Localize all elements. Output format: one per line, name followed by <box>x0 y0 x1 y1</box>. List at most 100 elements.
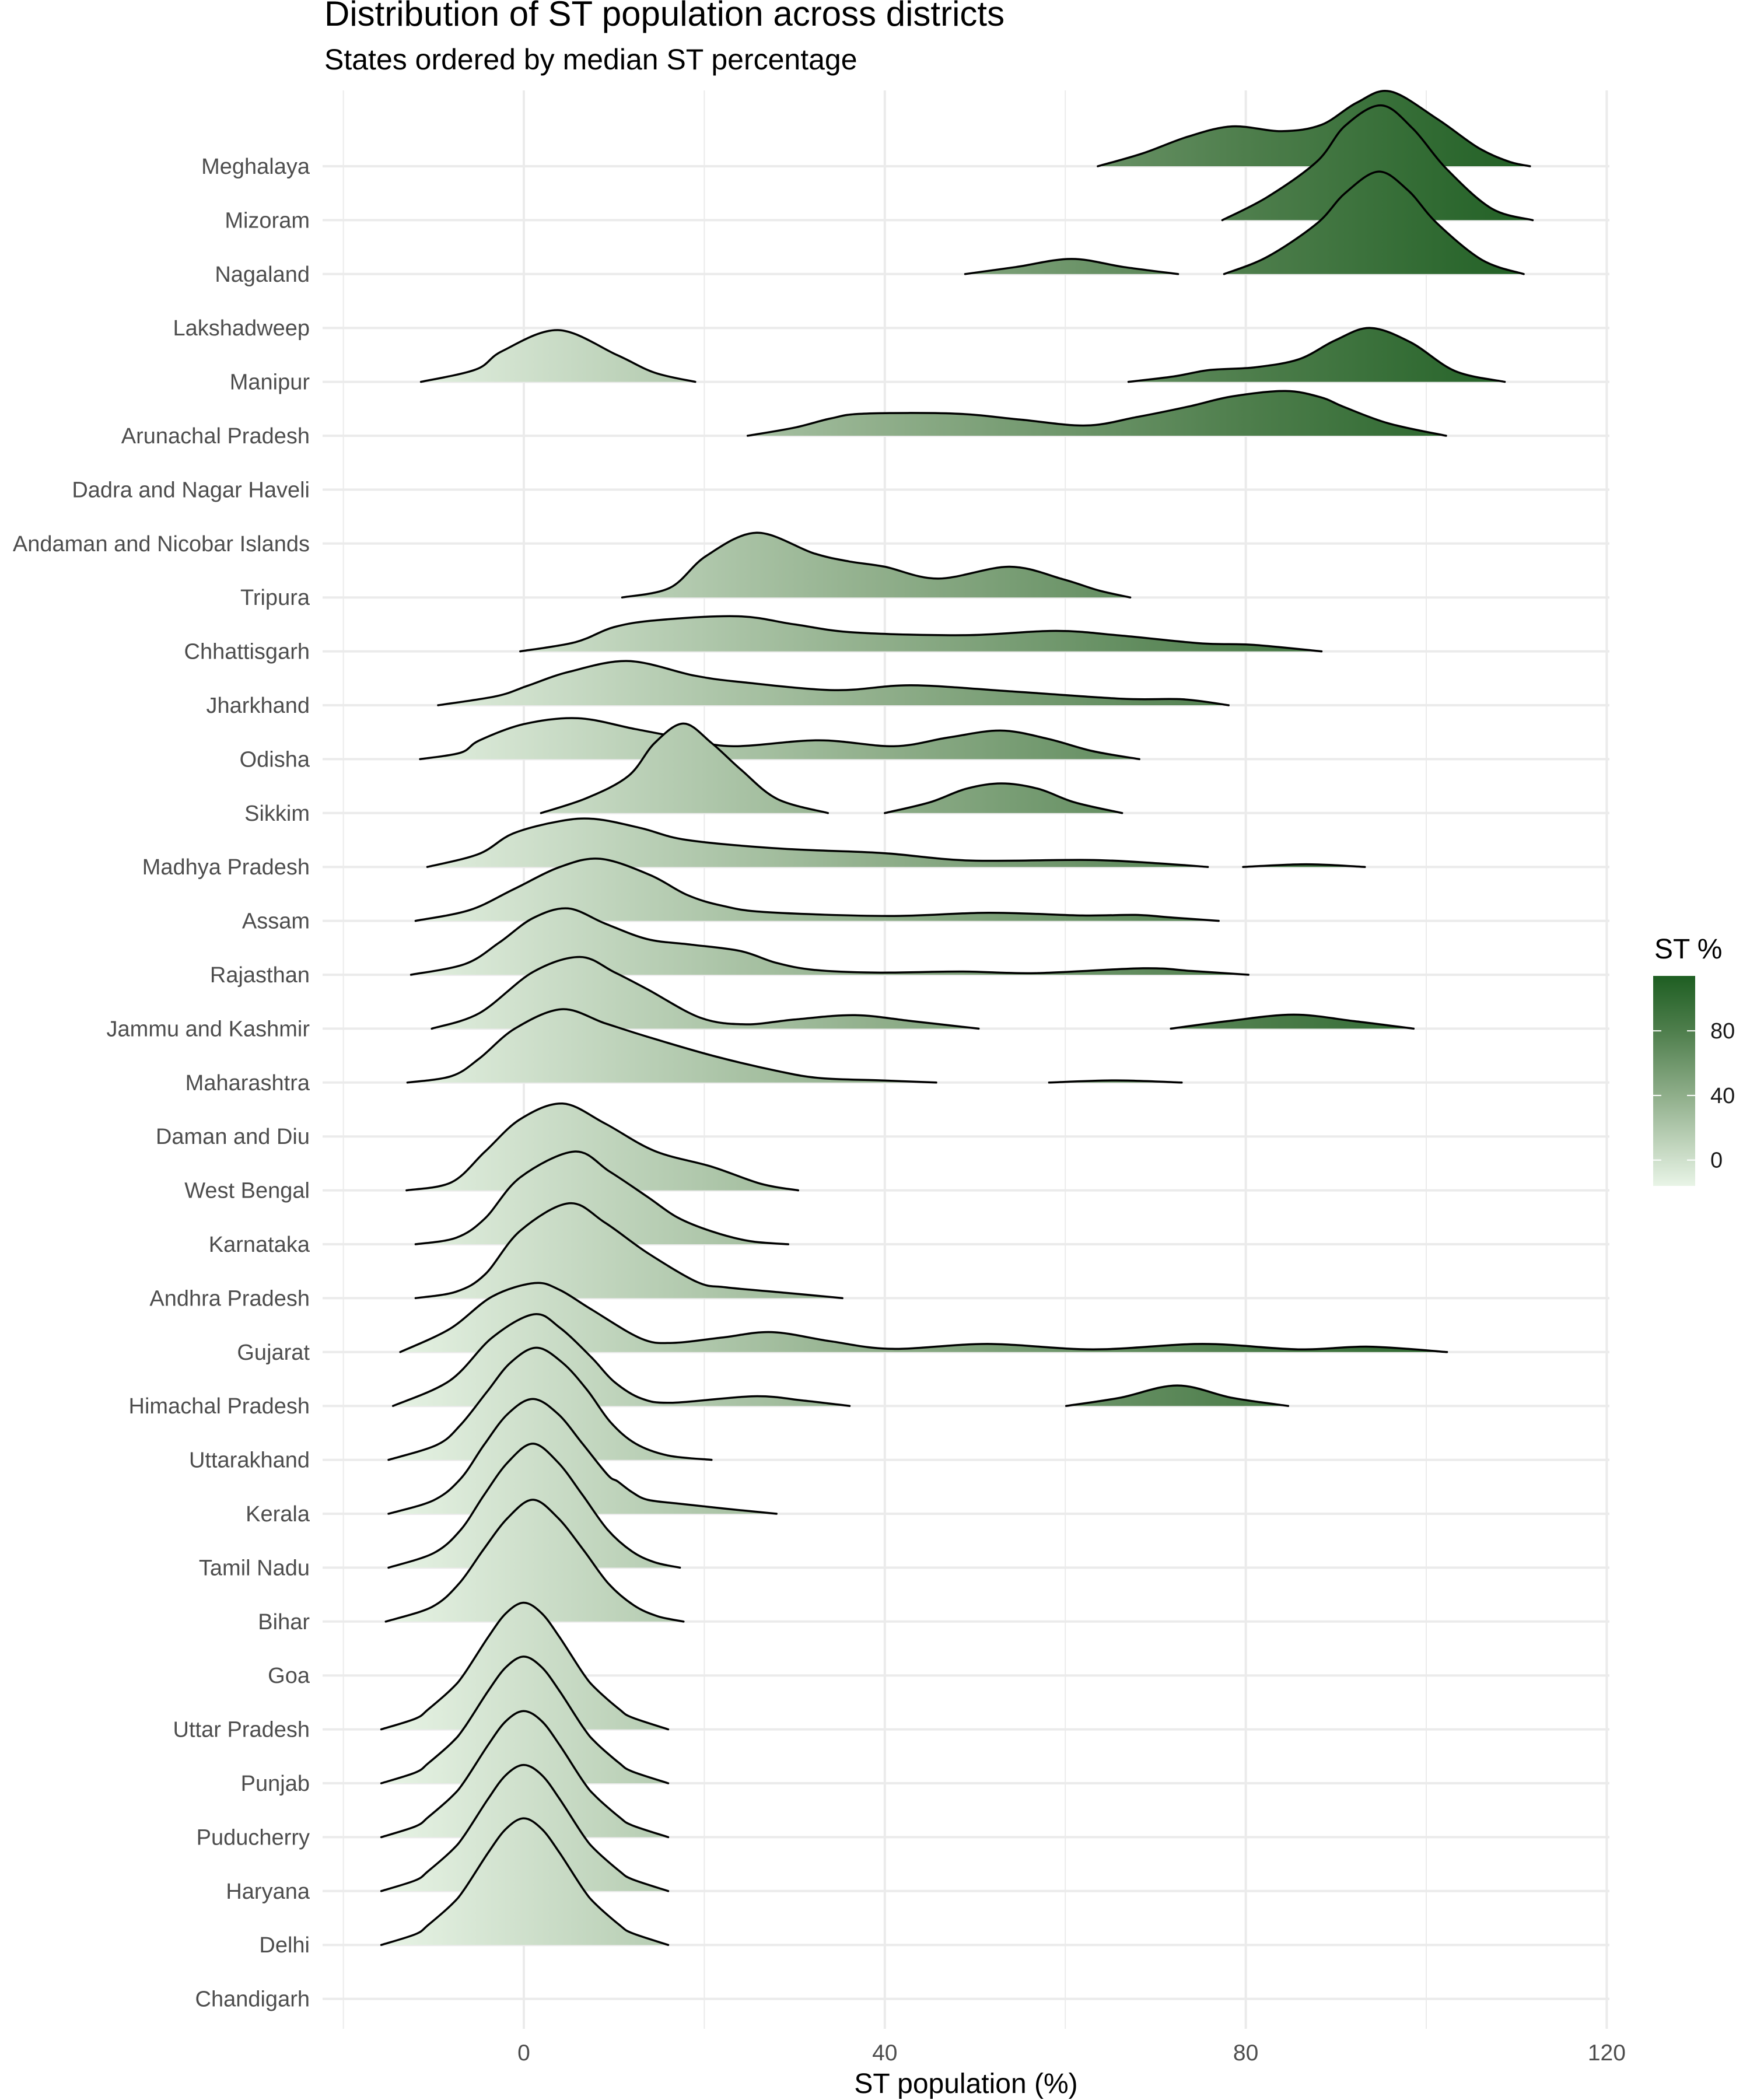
legend-colorbar <box>1653 976 1695 1186</box>
y-tick-label: Jharkhand <box>206 694 310 718</box>
ridge-line <box>1223 170 1525 275</box>
legend-tick-label: 80 <box>1710 1019 1735 1044</box>
ridge-area <box>388 1399 777 1514</box>
ridge-assam <box>414 858 1220 922</box>
ridge-line <box>387 1443 681 1569</box>
ridges <box>380 89 1534 1946</box>
ridge-line <box>1097 89 1531 167</box>
chart-subtitle: States ordered by median ST percentage <box>324 43 858 76</box>
ridge-uttarakhand <box>387 1346 713 1461</box>
ridge-line <box>414 1150 790 1245</box>
ridge-area <box>747 391 1446 436</box>
x-axis-title: ST population (%) <box>854 2068 1077 2099</box>
ridge-area <box>415 1203 843 1298</box>
y-tick-label: Mizoram <box>225 208 310 233</box>
y-tick-label: Uttar Pradesh <box>173 1718 310 1742</box>
legend-tick-label: 0 <box>1710 1149 1723 1173</box>
legend-tick-label: 40 <box>1710 1084 1735 1108</box>
ridge-area <box>420 718 1140 760</box>
ridge-andhra-pradesh <box>414 1202 844 1300</box>
ridge-sikkim <box>540 722 1124 814</box>
y-tick-label: Rajasthan <box>210 963 310 988</box>
ridge-area <box>386 1500 684 1622</box>
ridge-area <box>388 1348 712 1460</box>
ridge-area <box>1128 328 1505 382</box>
ridge-mizoram <box>1221 104 1534 222</box>
ridge-line <box>621 531 1132 598</box>
y-axis-labels: Meghalaya Mizoram Nagaland Lakshadweep Manip… <box>13 155 310 2012</box>
y-tick-label: Arunachal Pradesh <box>121 424 310 449</box>
y-tick-label: Odisha <box>240 747 310 772</box>
y-tick-label: Lakshadweep <box>173 316 310 341</box>
ridge-tripura <box>621 531 1132 598</box>
ridge-line <box>1242 863 1366 868</box>
ridge-line <box>414 1202 844 1300</box>
ridge-line <box>746 390 1447 437</box>
ridge-area <box>421 330 695 382</box>
ridge-west-bengal <box>405 1102 800 1192</box>
ridge-line <box>414 858 1220 922</box>
ridge-area <box>415 858 1219 921</box>
ridge-area <box>622 533 1130 598</box>
ridge-area <box>1222 105 1533 220</box>
legend-ticks: 0 40 80 <box>1653 1019 1735 1173</box>
ridge-line <box>406 1008 937 1084</box>
y-tick-label: Manipur <box>230 370 310 395</box>
x-tick-label: 40 <box>872 2041 897 2066</box>
ridge-area <box>884 783 1122 813</box>
ridge-line <box>419 329 696 383</box>
ridge-line <box>380 1817 670 1946</box>
y-tick-label: Haryana <box>226 1880 310 1904</box>
ridge-line <box>430 956 980 1030</box>
ridge-line <box>884 782 1124 814</box>
ridge-line <box>399 1282 1448 1353</box>
legend-title: ST % <box>1654 934 1722 965</box>
color-legend: ST % 0 40 80 <box>1653 934 1735 1186</box>
ridge-line <box>391 1313 851 1407</box>
ridge-area <box>520 616 1322 652</box>
y-tick-label: Jammu and Kashmir <box>107 1017 310 1041</box>
ridge-line <box>426 817 1209 868</box>
ridge-bihar <box>384 1499 685 1623</box>
ridge-maharashtra <box>406 1008 1183 1084</box>
ridge-line <box>384 1499 685 1623</box>
ridge-jharkhand <box>437 660 1230 706</box>
y-tick-label: Delhi <box>259 1933 310 1958</box>
y-tick-label: Bihar <box>258 1610 310 1634</box>
x-tick-label: 0 <box>517 2041 530 2066</box>
ridge-delhi <box>380 1817 670 1946</box>
ridge-line <box>419 717 1140 761</box>
ridge-area <box>406 1103 799 1191</box>
ridge-area <box>1224 172 1524 274</box>
y-tick-label: Karnataka <box>209 1233 310 1257</box>
ridge-karnataka <box>414 1150 790 1245</box>
y-tick-label: Andaman and Nicobar Islands <box>13 532 310 556</box>
ridge-nagaland <box>964 170 1525 275</box>
ridge-manipur <box>419 327 1506 383</box>
ridge-line <box>540 722 830 814</box>
ridge-line <box>1221 104 1534 222</box>
y-tick-label: Kerala <box>246 1502 310 1527</box>
y-tick-label: Chandigarh <box>195 1987 310 2012</box>
ridge-area <box>411 908 1249 975</box>
ridge-area <box>415 1152 789 1244</box>
ridge-area <box>1171 1014 1414 1029</box>
y-tick-label: Puducherry <box>197 1825 310 1850</box>
ridge-line <box>1170 1013 1415 1030</box>
y-tick-label: West Bengal <box>184 1179 310 1203</box>
ridge-chhattisgarh <box>519 615 1323 653</box>
y-tick-label: Andhra Pradesh <box>149 1286 310 1311</box>
y-tick-label: Maharashtra <box>186 1071 310 1096</box>
ridge-meghalaya <box>1097 89 1531 167</box>
y-tick-label: Dadra and Nagar Haveli <box>72 478 310 502</box>
ridge-area <box>965 258 1178 274</box>
x-tick-label: 120 <box>1588 2041 1626 2066</box>
y-tick-label: Gujarat <box>237 1340 310 1365</box>
ridge-area <box>1066 1385 1289 1406</box>
ridge-line <box>1048 1079 1183 1084</box>
y-tick-label: Tamil Nadu <box>199 1556 310 1580</box>
y-tick-label: Punjab <box>241 1772 310 1796</box>
y-tick-label: Goa <box>268 1664 310 1688</box>
y-tick-label: Uttarakhand <box>189 1448 310 1473</box>
